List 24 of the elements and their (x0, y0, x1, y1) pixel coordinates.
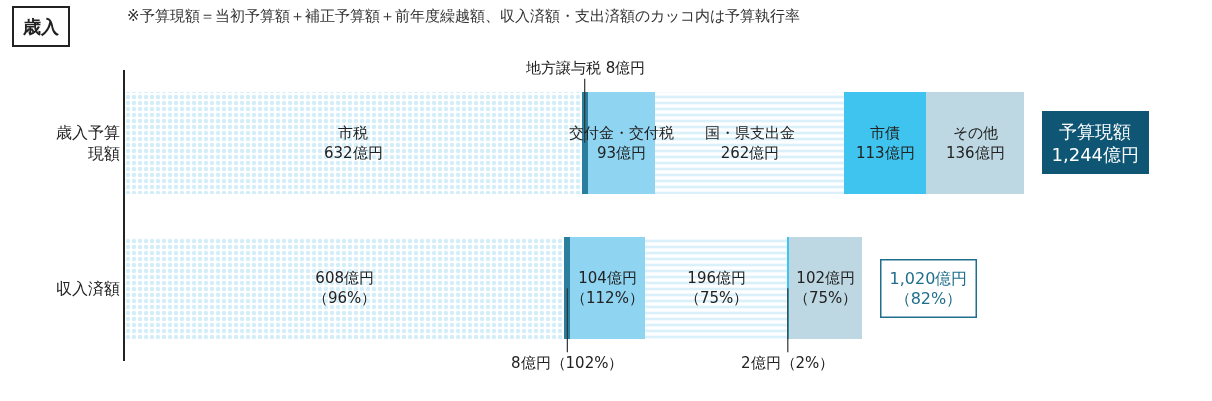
total-label: 予算現額1,244億円 (1051, 120, 1140, 165)
bar (788, 237, 863, 340)
bar (564, 237, 571, 340)
bar (125, 237, 565, 340)
data-label: 102億円（75%） (794, 269, 858, 307)
bar (570, 237, 646, 340)
total-label: 1,020億円（82%） (889, 268, 968, 309)
data-label: 608億円（96%） (313, 269, 377, 307)
chart-title: 歳入 (22, 16, 60, 37)
bar (645, 237, 788, 340)
data-label: 196億円（75%） (685, 269, 749, 307)
data-label: 104億円（112%） (571, 269, 644, 307)
data-label: 市債113億円 (856, 124, 915, 162)
data-label: 国・県支出金262億円 (705, 124, 795, 162)
data-label: 地方譲与税 8億円 (525, 59, 646, 77)
data-label: 8億円（102%） (511, 354, 624, 372)
y-tick-label: 収入済額 (55, 278, 120, 298)
data-label: 市税632億円 (324, 124, 383, 162)
data-label: その他136億円 (946, 124, 1005, 162)
bar (925, 91, 1025, 194)
bar (844, 91, 926, 194)
chart-subtitle: ※予算現額＝当初予算額＋補正予算額＋前年度繰越額、収入済額・支出済額のカッコ内は予算執行率 (127, 7, 800, 25)
data-label: 2億円（2%） (741, 354, 835, 372)
y-tick-label: 歳入予算現額 (55, 122, 120, 163)
